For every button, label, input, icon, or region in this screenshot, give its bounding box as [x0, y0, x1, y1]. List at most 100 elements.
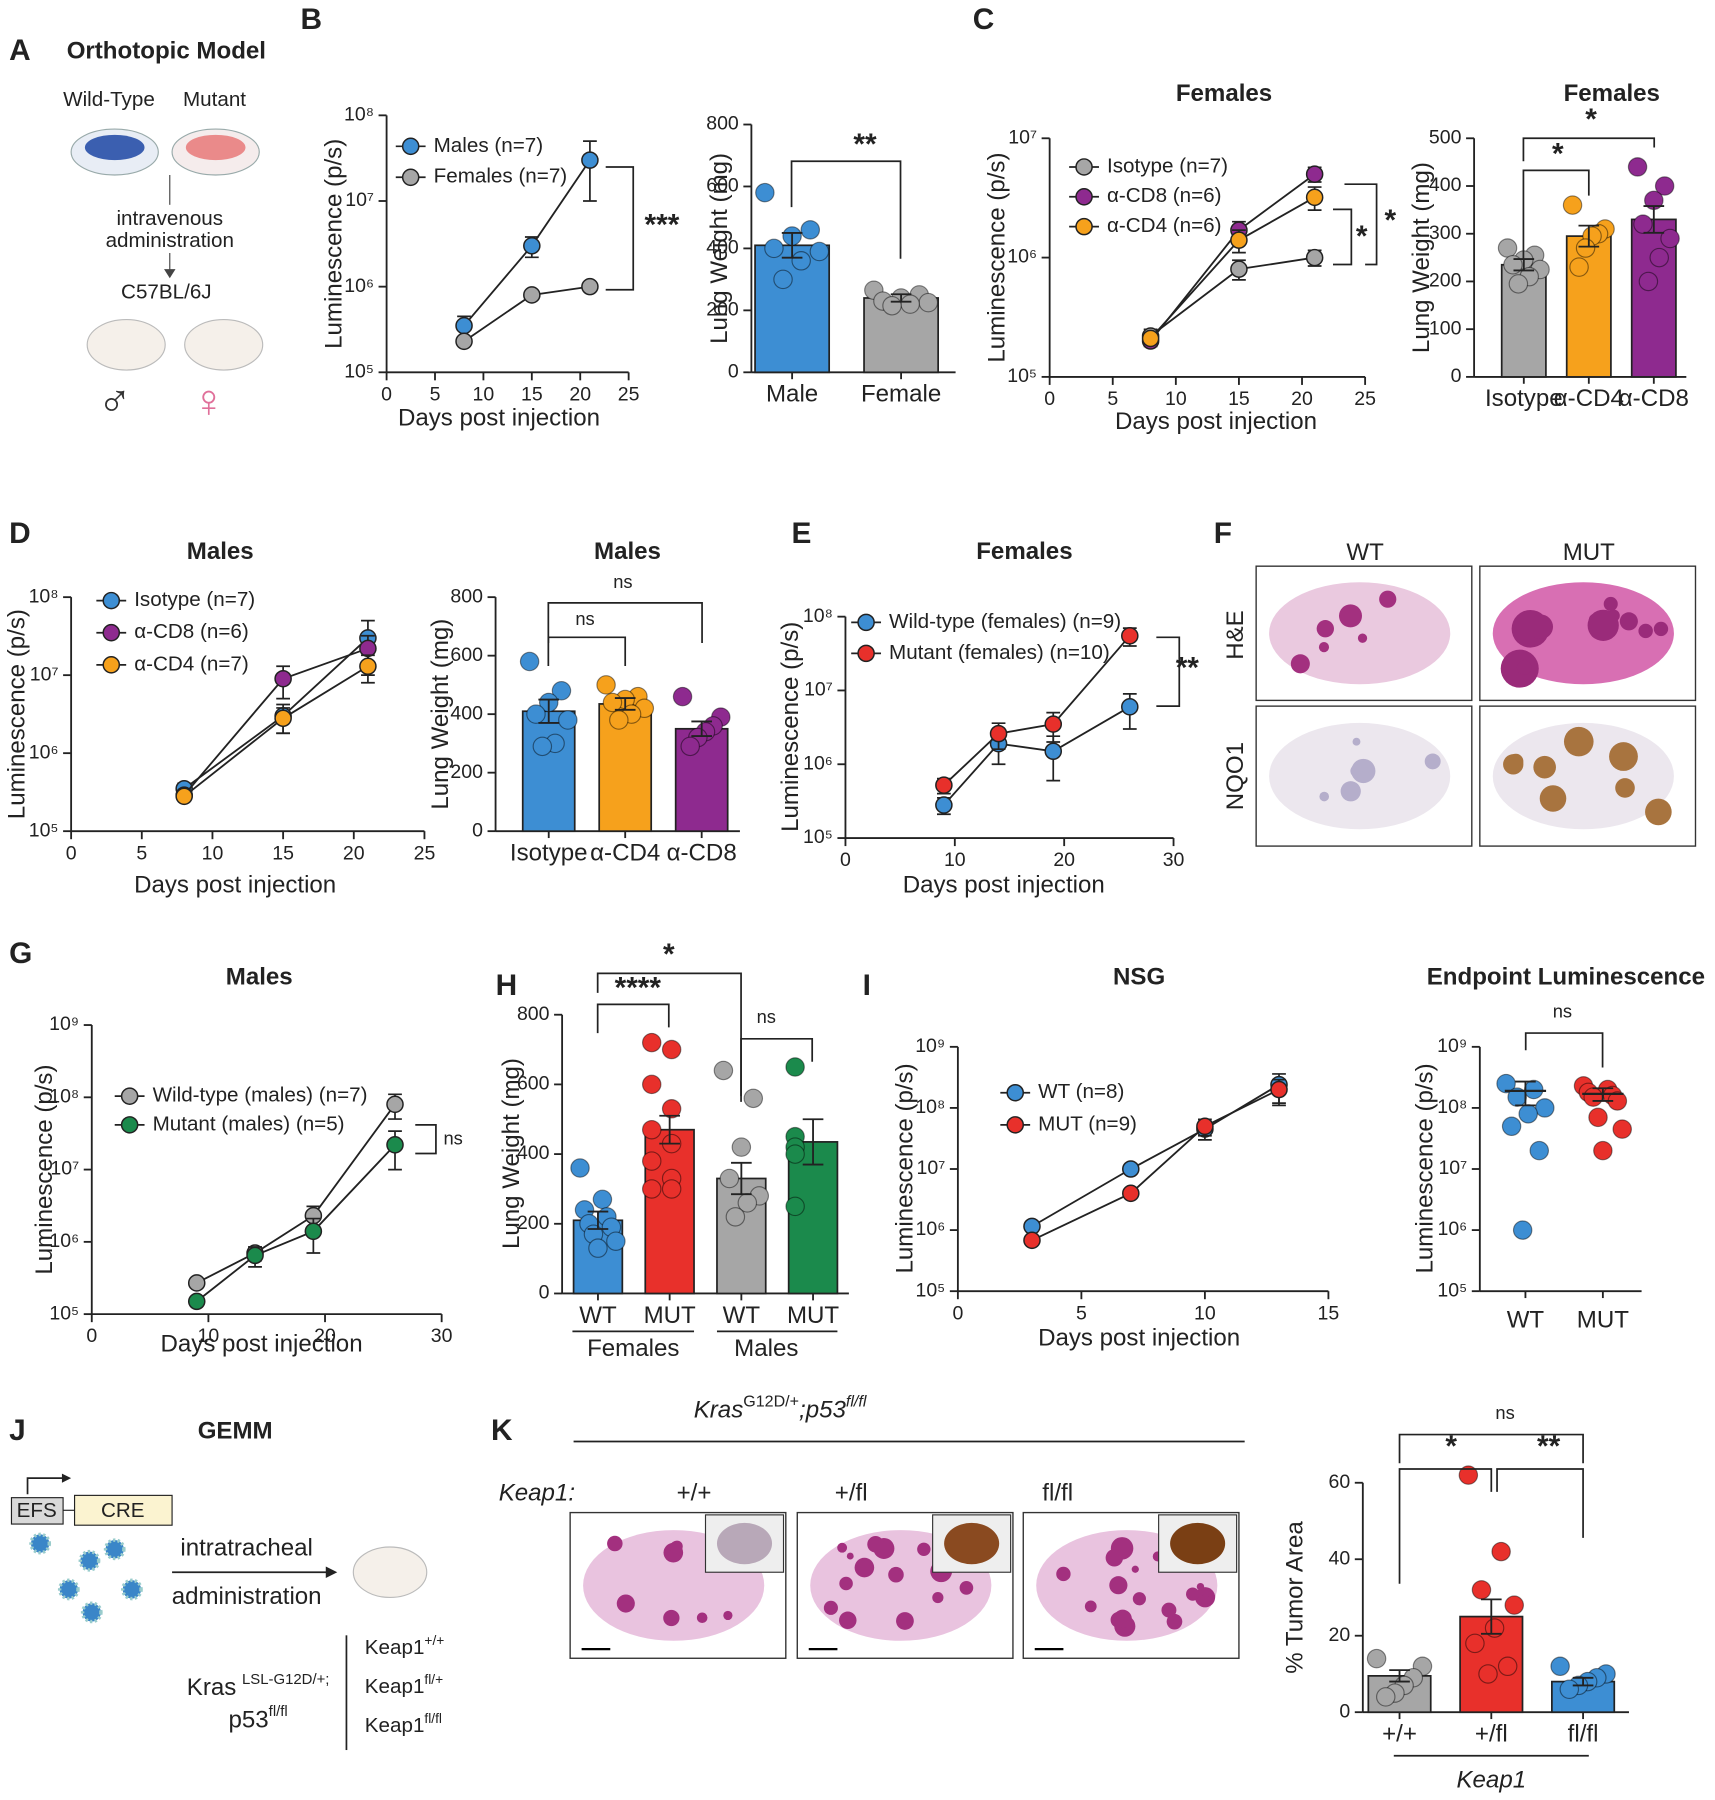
- data-point: [661, 1039, 682, 1060]
- legend-label: α-CD8 (n=6): [134, 620, 249, 643]
- data-point: [455, 316, 473, 335]
- chart-title: Males: [187, 538, 254, 565]
- x-tick-label: 25: [618, 383, 640, 405]
- tumor: [1131, 1565, 1139, 1573]
- significance-label: *: [1385, 204, 1397, 237]
- allele: G12D/+: [743, 1393, 799, 1411]
- y-tick-label: 10⁷: [917, 1157, 946, 1179]
- legend-label: Isotype (n=7): [134, 588, 255, 611]
- virus: [121, 1578, 143, 1601]
- tumor: [867, 1536, 884, 1553]
- y-axis-label: Lung Weight (mg): [1408, 162, 1435, 353]
- data-point: [609, 710, 629, 730]
- error-bar: [614, 697, 636, 711]
- error-bar: [538, 698, 560, 724]
- y-tick-label: 800: [706, 113, 739, 135]
- error-bar: [583, 140, 597, 202]
- significance-bracket: [1522, 169, 1590, 259]
- inset-tumor: [944, 1522, 1000, 1565]
- y-tick-label: 400: [450, 702, 483, 724]
- x-tick-label: WT: [723, 1302, 761, 1329]
- significance-bracket: [1496, 1468, 1584, 1538]
- data-point: [1512, 1220, 1533, 1240]
- legend-label: Wild-type (females) (n=9): [889, 610, 1121, 633]
- y-tick-label: 10⁹: [915, 1035, 945, 1057]
- error-bar: [1513, 258, 1535, 272]
- data-point: [1491, 1541, 1511, 1562]
- data-point: [1230, 231, 1248, 249]
- virus: [29, 1532, 52, 1555]
- data-point: [1562, 195, 1583, 215]
- data-point: [187, 1292, 206, 1311]
- tumor: [1084, 1600, 1097, 1613]
- tumor: [1350, 764, 1363, 778]
- y-tick-label: 10⁵: [344, 360, 374, 382]
- significance-bracket: [1522, 137, 1656, 162]
- genotype-header: KrasG12D/+;p53fl/fl: [694, 1393, 867, 1424]
- bar: [521, 710, 576, 833]
- x-tick-label: 15: [521, 383, 543, 405]
- data-point: [661, 1179, 682, 1199]
- y-axis-label: Luminescence (p/s): [1411, 1063, 1438, 1273]
- panel-letter: H: [496, 969, 518, 1002]
- y-tick-label: 600: [517, 1073, 550, 1095]
- tumor: [1132, 1592, 1146, 1606]
- chart-title: Endpoint Luminescence: [1427, 963, 1705, 990]
- data-point: [800, 220, 821, 240]
- allele: fl/fl: [269, 1704, 288, 1720]
- series-line: [1031, 1083, 1280, 1228]
- legend-marker: [120, 1087, 139, 1105]
- arrowhead: [61, 1473, 72, 1483]
- data-point: [1044, 742, 1063, 761]
- genotype: fl/fl: [1042, 1480, 1073, 1507]
- data-point: [641, 1151, 662, 1171]
- virus: [78, 1549, 101, 1572]
- y-tick-label: 0: [1339, 1700, 1350, 1722]
- tumor: [1316, 620, 1334, 638]
- data-point: [713, 1060, 734, 1081]
- column-label: MUT: [1563, 539, 1615, 566]
- x-tick-label: 0: [952, 1302, 963, 1324]
- significance-label: ns: [757, 1006, 776, 1027]
- x-tick-label: 5: [430, 383, 441, 405]
- genotype: Keap1fl/fl: [365, 1711, 442, 1738]
- y-tick-label: 10⁵: [49, 1302, 79, 1324]
- gene-box: [73, 1494, 173, 1526]
- data-point: [551, 681, 572, 701]
- tumor: [1200, 1594, 1210, 1604]
- gene-name: Kras: [187, 1675, 237, 1702]
- data-point: [386, 1095, 404, 1114]
- data-point: [455, 332, 473, 351]
- data-point: [1503, 254, 1523, 275]
- legend-marker: [401, 137, 420, 156]
- data-point: [558, 710, 578, 730]
- y-tick-label: 0: [728, 360, 739, 382]
- y-tick-label: 10⁵: [29, 819, 59, 841]
- tumor: [723, 1610, 733, 1621]
- chart-title: Females: [1176, 80, 1272, 107]
- allele: LSL-G12D/+;: [242, 1672, 329, 1688]
- y-tick-label: 10⁵: [915, 1279, 945, 1301]
- data-point: [719, 1168, 740, 1189]
- y-tick-label: 500: [1429, 126, 1462, 148]
- gene: CRE: [101, 1499, 145, 1522]
- data-point: [526, 704, 546, 724]
- data-point: [1588, 1107, 1608, 1128]
- x-tick-label: 30: [1163, 849, 1185, 871]
- data-point: [809, 241, 830, 262]
- x-tick-label: Female: [861, 381, 941, 408]
- x-tick-label: α-CD4: [590, 839, 660, 866]
- y-tick-label: 60: [1329, 1471, 1351, 1493]
- mouse: [86, 318, 166, 371]
- route: intratracheal: [180, 1535, 313, 1562]
- legend-marker: [401, 168, 420, 187]
- y-axis-label: Lung Weight (mg): [706, 153, 733, 344]
- y-axis-label: Lung Weight (mg): [427, 619, 454, 810]
- significance-label: ns: [575, 608, 594, 629]
- legend-marker: [1075, 188, 1093, 206]
- x-tick-label: Isotype: [510, 839, 588, 866]
- data-point: [1550, 1656, 1570, 1677]
- data-point: [1196, 1117, 1214, 1136]
- separator: ;: [799, 1397, 806, 1424]
